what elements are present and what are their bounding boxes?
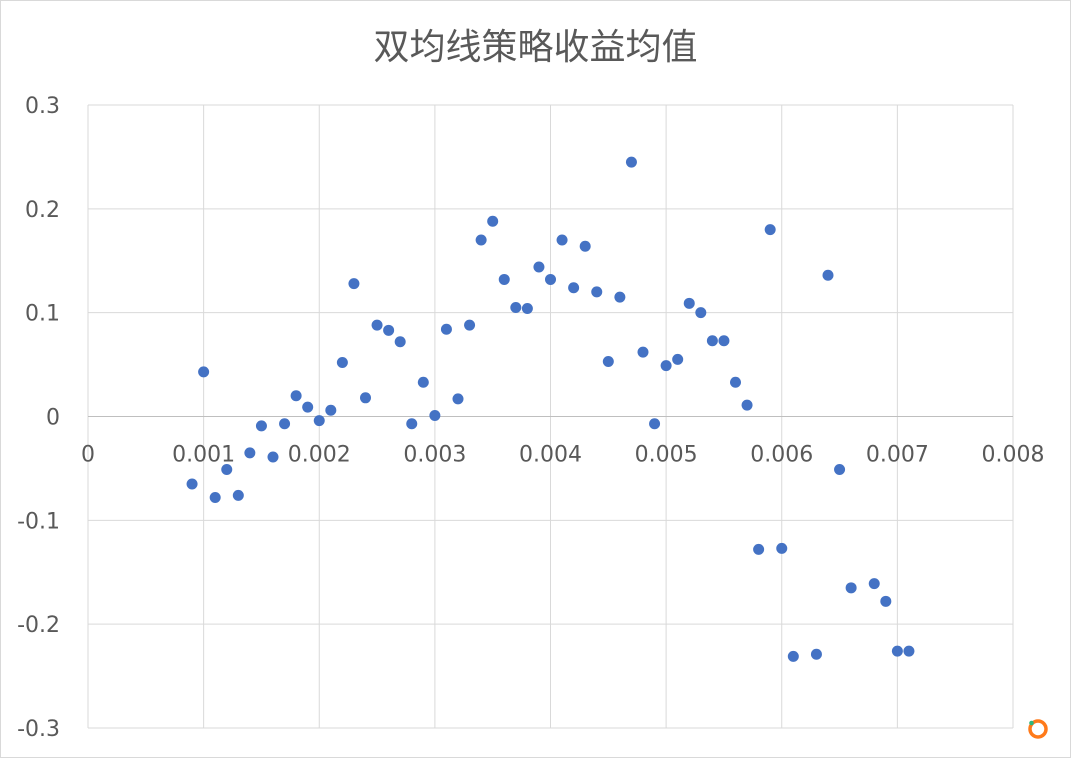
data-point: [660, 360, 672, 372]
x-tick-label: 0.008: [982, 443, 1045, 468]
data-point: [649, 418, 661, 430]
data-point: [510, 301, 522, 313]
y-tick-label: -0.2: [17, 613, 60, 638]
data-point: [394, 336, 406, 348]
data-point: [891, 645, 903, 657]
data-point: [579, 240, 591, 252]
data-point: [845, 582, 857, 594]
data-point: [834, 463, 846, 475]
data-point: [602, 355, 614, 367]
data-point: [706, 335, 718, 347]
data-point: [475, 234, 487, 246]
data-points: [186, 156, 915, 662]
data-point: [868, 578, 880, 590]
x-tick-label: 0.006: [750, 443, 813, 468]
data-point: [810, 648, 822, 660]
data-point: [336, 357, 348, 369]
data-point: [209, 491, 221, 503]
data-point: [498, 273, 510, 285]
x-tick-label: 0.005: [635, 443, 698, 468]
y-tick-label: -0.1: [17, 509, 60, 534]
data-point: [695, 307, 707, 319]
y-tick-label: 0: [46, 406, 60, 431]
data-point: [325, 404, 337, 416]
data-point: [556, 234, 568, 246]
data-point: [383, 324, 395, 336]
data-point: [371, 319, 383, 331]
data-point: [198, 366, 210, 378]
corner-logo-icon: [1028, 719, 1048, 739]
data-point: [880, 595, 892, 607]
data-point: [521, 303, 533, 315]
x-tick-label: 0.001: [172, 443, 235, 468]
data-point: [753, 543, 765, 555]
x-tick-label: 0.004: [519, 443, 582, 468]
y-tick-labels: 0.3 0.2 0.1 0 -0.1 -0.2 -0.3: [17, 94, 60, 742]
x-tick-label: 0: [81, 443, 95, 468]
data-point: [764, 224, 776, 236]
data-point: [672, 353, 684, 365]
y-tick-label: 0.3: [25, 94, 60, 119]
data-point: [186, 478, 198, 490]
data-point: [429, 409, 441, 421]
chart-title: 双均线策略收益均值: [373, 27, 698, 68]
x-tick-labels: 0 0.001 0.002 0.003 0.004 0.005 0.006 0.007 0.00…: [81, 443, 1044, 468]
data-point: [267, 451, 279, 463]
data-point: [406, 418, 418, 430]
data-point: [360, 392, 371, 404]
x-tick-label: 0.002: [288, 443, 351, 468]
x-tick-label: 0.003: [403, 443, 466, 468]
data-point: [464, 319, 476, 331]
data-point: [776, 542, 788, 554]
y-tick-label: 0.2: [25, 198, 60, 223]
x-tick-label: 0.007: [866, 443, 929, 468]
data-point: [822, 269, 834, 281]
data-point: [452, 393, 464, 405]
data-point: [279, 418, 291, 430]
data-point: [718, 335, 730, 347]
data-point: [313, 415, 325, 427]
data-point: [487, 215, 499, 227]
data-point: [625, 156, 637, 168]
data-point: [533, 261, 545, 273]
data-point: [545, 273, 556, 285]
gridlines: [87, 104, 1014, 729]
data-point: [255, 420, 267, 432]
data-point: [440, 323, 452, 335]
data-point: [614, 291, 626, 303]
data-point: [290, 390, 302, 402]
data-point: [683, 297, 695, 309]
data-point: [903, 645, 915, 657]
y-tick-label: -0.3: [17, 717, 60, 742]
data-point: [232, 489, 244, 501]
data-point: [787, 650, 799, 662]
data-point: [244, 447, 256, 459]
data-point: [568, 282, 580, 294]
data-point: [348, 278, 360, 290]
data-point: [741, 399, 753, 411]
y-tick-label: 0.1: [25, 302, 60, 327]
data-point: [417, 376, 429, 388]
data-point: [637, 346, 649, 358]
data-point: [302, 401, 314, 413]
data-point: [730, 376, 741, 388]
data-point: [221, 463, 233, 475]
data-point: [591, 286, 603, 298]
